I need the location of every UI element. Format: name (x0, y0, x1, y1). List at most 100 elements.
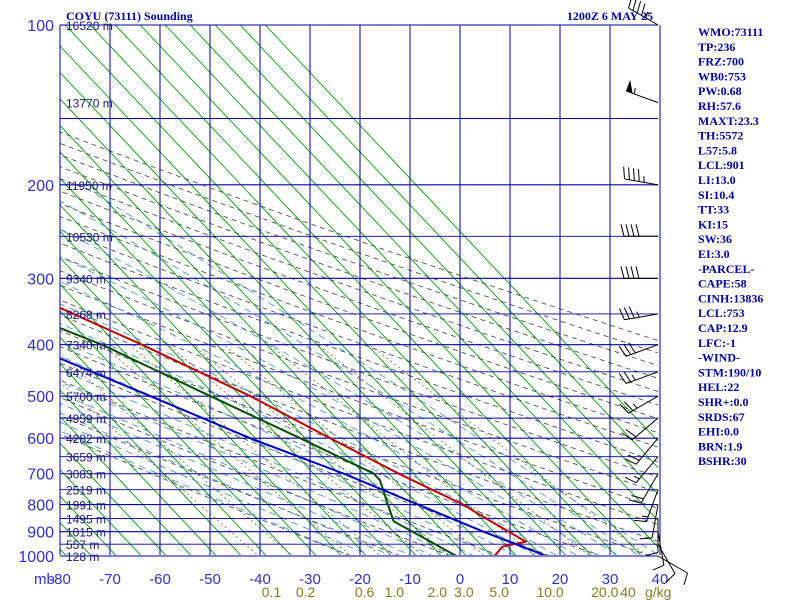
pressure-label: 800 (27, 498, 54, 515)
height-label: 4282 m (66, 432, 106, 446)
index-item: WB0:753 (698, 69, 746, 83)
index-item: -WIND- (698, 351, 740, 365)
height-label: 13770 m (66, 97, 113, 111)
height-label: 8268 m (66, 308, 106, 322)
height-label: 6474 m (66, 366, 106, 380)
height-label: 1495 m (66, 513, 106, 527)
mixing-ratio-label: 0.6 (355, 584, 375, 600)
mixing-ratio-label: 0.1 (262, 584, 282, 600)
mixing-ratio-label: 3.0 (454, 584, 474, 600)
index-item: SW:36 (698, 232, 732, 246)
mixing-ratio-line (317, 344, 590, 555)
index-item: LFC:-1 (698, 336, 736, 350)
index-item: CAPE:58 (698, 277, 747, 291)
mixing-ratio-line (60, 381, 258, 555)
height-labels: 16520 m 13770 m 11950 m 10530 m 9340 m 8268 m… (66, 19, 113, 564)
isotherm-line (60, 151, 442, 555)
mixing-ratio-lines (60, 344, 648, 555)
index-item: LCL:901 (698, 158, 745, 172)
isotherm-line (60, 71, 517, 555)
moist-adiabat-line (60, 430, 350, 555)
temperature-tick-label: -70 (99, 571, 121, 588)
wind-barb (619, 306, 659, 321)
height-label: 11950 m (66, 179, 112, 193)
pressure-label: 900 (27, 525, 54, 542)
index-item: BSHR:30 (698, 454, 747, 468)
index-item: TT:33 (698, 203, 729, 217)
isotherm-line (60, 336, 267, 555)
pressure-label: 200 (27, 178, 54, 195)
index-item: EI:3.0 (698, 247, 730, 261)
isotherm-line (60, 310, 292, 555)
parcel-line (60, 357, 547, 555)
mixing-ratio-unit: g/kg (645, 584, 671, 600)
moist-adiabat-lines (60, 184, 658, 555)
moist-adiabat-line (79, 184, 658, 555)
pressure-label: 1000 (18, 549, 54, 566)
index-item: CINH:13836 (698, 291, 763, 305)
wind-barb (645, 518, 659, 557)
temperature-tick-label: -30 (299, 571, 321, 588)
isotherm-line (264, 25, 658, 442)
mixing-ratio-labels: 0.1 0.2 0.6 1.0 2.0 3.0 5.0 10.0 20.0 40 (262, 584, 636, 600)
index-item: LI:13.0 (698, 173, 736, 187)
moist-adiabat-line (60, 355, 495, 555)
wind-barb (621, 417, 659, 441)
isotherm-line (60, 469, 142, 555)
index-item: SI:10.4 (698, 188, 734, 202)
pressure-axis-label: mb (34, 571, 55, 588)
indices-panel: WMO:73111TP:236FRZ:700WB0:753PW:0.68RH:5… (698, 25, 763, 468)
index-item: RH:57.6 (698, 99, 741, 113)
index-item: KI:15 (698, 217, 728, 231)
dewpoint-line (60, 327, 457, 555)
temperature-tick-label: 40 (652, 571, 669, 588)
mixing-ratio-label: 10.0 (536, 584, 563, 600)
wind-barb (620, 224, 658, 237)
height-label: 16520 m (66, 19, 113, 33)
wind-barb (628, 473, 659, 504)
wind-barb (657, 543, 676, 583)
mixing-ratio-label: 5.0 (489, 584, 509, 600)
index-item: FRZ:700 (698, 55, 744, 69)
isotherm-line (60, 45, 542, 555)
moist-adiabat-line (60, 281, 578, 555)
index-item: CAP:12.9 (698, 321, 748, 335)
isotherm-line (214, 25, 658, 495)
isotherm-line (89, 25, 592, 555)
isotherm-line (60, 177, 417, 555)
moist-adiabat-line (60, 323, 536, 555)
mixing-ratio-label: 2.0 (428, 584, 448, 600)
height-label: 128 m (66, 550, 99, 564)
temperature-tick-label: 20 (552, 571, 569, 588)
wind-barb (620, 266, 658, 279)
wind-barb (624, 437, 659, 465)
index-item: BRN:1.9 (698, 439, 742, 453)
isotherm-line (60, 257, 342, 555)
isotherm-line (60, 124, 467, 555)
mixing-ratio-label: 0.2 (296, 584, 316, 600)
wind-barb (618, 371, 659, 384)
temperature-tick-label: -80 (49, 571, 71, 588)
mixing-ratio-line (269, 344, 535, 555)
height-label: 4959 m (66, 412, 106, 426)
isotherm-line (0, 25, 52, 567)
temperature-tick-label: -40 (249, 571, 271, 588)
profile-series (60, 306, 547, 555)
moist-adiabat-line (60, 369, 474, 555)
mixing-ratio-label: 20.0 (591, 584, 618, 600)
wind-barb (624, 456, 659, 484)
wind-barb (619, 395, 659, 414)
pressure-label: 500 (27, 389, 54, 406)
index-item: SHR+:0.0 (698, 395, 749, 409)
index-item: PW:0.68 (698, 84, 742, 98)
isotherm-line (60, 389, 217, 555)
temperature-tick-label: 0 (456, 571, 464, 588)
moist-adiabat-line (60, 229, 619, 555)
index-item: STM:190/10 (698, 365, 761, 379)
isotherm-line (60, 204, 392, 555)
temperature-tick-label: 30 (602, 571, 619, 588)
index-item: SRDS:67 (698, 410, 745, 424)
index-item: LCL:753 (698, 306, 745, 320)
isotherm-line (60, 416, 192, 555)
pressure-tick-labels: 100 200 300 400 500 600 700 800 900 1000 (18, 18, 54, 566)
